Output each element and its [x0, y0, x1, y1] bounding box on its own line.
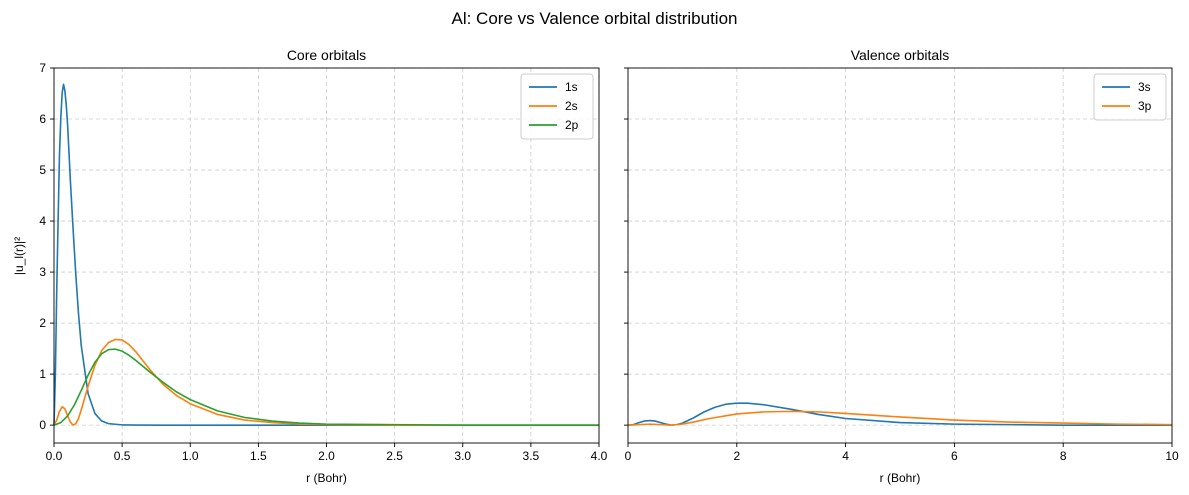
core-x-tick-label: 3.0: [454, 449, 471, 463]
core-y-tick-label: 7: [39, 61, 46, 75]
valence-x-tick-label: 8: [1060, 449, 1067, 463]
valence-x-axis-label: r (Bohr): [880, 471, 921, 485]
core-x-tick-label: 1.5: [250, 449, 267, 463]
core-y-tick-label: 6: [39, 112, 46, 126]
legend-label-1s: 1s: [565, 80, 578, 94]
core-x-tick-label: 3.5: [523, 449, 540, 463]
valence-x-tick-label: 6: [951, 449, 958, 463]
core-x-tick-label: 0.0: [46, 449, 63, 463]
legend-label-2s: 2s: [565, 99, 578, 113]
series-1s-line: [53, 83, 599, 426]
legend-label-3s: 3s: [1138, 80, 1151, 94]
core-y-tick-label: 4: [39, 214, 46, 228]
figure-suptitle: Al: Core vs Valence orbital distribution: [452, 9, 738, 28]
core-y-axis-label: |u_l(r)|²: [12, 237, 26, 275]
series-3p-line: [627, 410, 1173, 426]
core-y-tick-label: 5: [39, 163, 46, 177]
series-3s-line: [627, 402, 1172, 426]
valence-x-tick-label: 4: [842, 449, 849, 463]
core-x-tick-label: 0.5: [114, 449, 131, 463]
core-x-axis-label: r (Bohr): [306, 471, 347, 485]
legend-label-2p: 2p: [565, 118, 579, 132]
core-x-tick-label: 4.0: [591, 449, 608, 463]
legend-label-3p: 3p: [1138, 99, 1152, 113]
core-legend: 1s 2s 2p: [520, 73, 594, 140]
core-orbitals-panel: Core orbitals r (Bohr) |u_l(r)|² 0.0 0.5 1…: [12, 47, 608, 485]
core-x-tick-label: 2.0: [318, 449, 335, 463]
core-y-tick-label: 3: [39, 265, 46, 279]
core-x-tick-label: 1.0: [182, 449, 199, 463]
series-2p-line: [53, 348, 599, 426]
core-y-tick-label: 1: [39, 367, 46, 381]
core-y-tick-label: 2: [39, 316, 46, 330]
valence-legend-box: [1093, 73, 1167, 121]
valence-x-tick-label: 10: [1165, 449, 1179, 463]
valence-x-tick-label: 0: [625, 449, 632, 463]
core-x-tick-label: 2.5: [386, 449, 403, 463]
core-panel-title: Core orbitals: [287, 47, 366, 63]
valence-panel-title: Valence orbitals: [851, 47, 950, 63]
core-y-tick-label: 0: [39, 418, 46, 432]
valence-x-tick-label: 2: [733, 449, 740, 463]
valence-axes-frame: [627, 67, 1173, 444]
